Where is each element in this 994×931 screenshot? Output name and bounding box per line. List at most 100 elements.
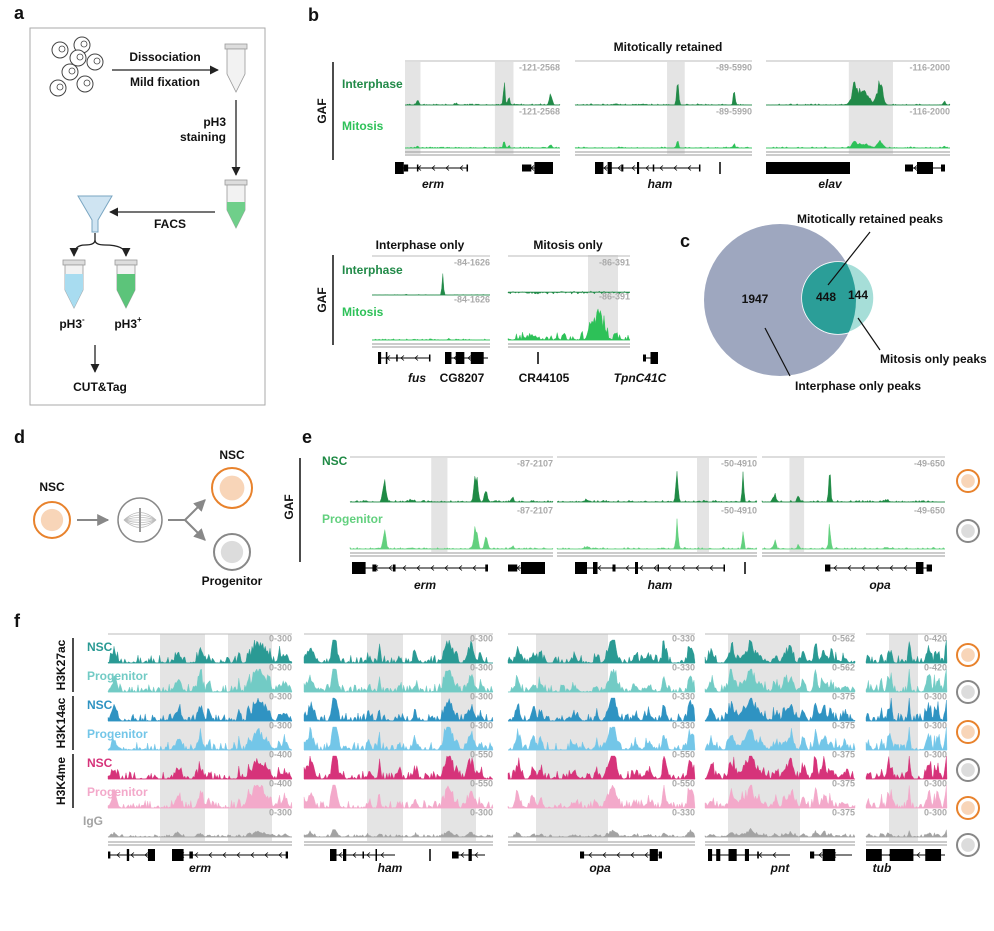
range-label: -84-1626 (454, 294, 490, 304)
cell-nucleus (76, 53, 84, 61)
gene-name: ham (378, 861, 403, 875)
row-label: NSC (87, 756, 113, 770)
step-label: Mild fixation (130, 75, 200, 89)
signal-track (704, 728, 856, 751)
signal-track (865, 668, 948, 693)
highlight (536, 634, 608, 841)
panel-a-box (29, 27, 266, 406)
range-label: -49-650 (914, 458, 945, 468)
gene-chevron (617, 165, 622, 171)
gene-exon (757, 851, 759, 859)
gene-exon (392, 564, 396, 572)
cell-nucleus (80, 40, 88, 48)
gene-name: CR44105 (519, 371, 570, 385)
gene-exon (172, 849, 184, 861)
signal-track (303, 697, 494, 722)
signal-track (349, 476, 554, 503)
tube-cap (224, 43, 248, 50)
gene-exon (621, 164, 624, 172)
signal-track (704, 697, 856, 722)
gene-exon (889, 849, 914, 861)
highlight (228, 634, 272, 841)
branch-arrow (69, 233, 96, 257)
range-label: 0-300 (470, 807, 493, 817)
gene-chevron (458, 565, 463, 571)
cell (49, 79, 67, 97)
tube-liquid (227, 202, 245, 228)
gene-exon (468, 849, 472, 861)
signal-track (303, 726, 494, 751)
gene-exon (917, 162, 933, 174)
range-label: 0-300 (269, 720, 292, 730)
gene-exon (108, 851, 111, 859)
range-label: 0-375 (832, 749, 855, 759)
nucleus (961, 648, 975, 662)
gene-exon (375, 849, 377, 861)
range-label: 0-300 (470, 633, 493, 643)
y-label: GAF (315, 98, 329, 123)
nucleus (961, 763, 975, 777)
gene-chevron (631, 165, 636, 171)
gene-name: ham (648, 177, 673, 191)
tube-label: pH3- (59, 315, 85, 331)
venn-interphase (704, 224, 856, 376)
venn-overlap (802, 262, 856, 334)
signal-track (704, 639, 856, 664)
range-label: 0-375 (832, 778, 855, 788)
row-label: Progenitor (87, 669, 148, 683)
nucleus (961, 524, 975, 538)
venn-label: Mitotically retained peaks (797, 212, 943, 226)
gene-exon (520, 562, 545, 574)
gene-chevron (758, 852, 763, 858)
range-label: 0-562 (832, 633, 855, 643)
gene-name: opa (869, 578, 891, 592)
step-label: staining (180, 130, 226, 144)
nucleus (220, 540, 244, 564)
panel-label: f (14, 611, 21, 631)
signal-track (865, 639, 948, 664)
mark-label: H3K14ac (54, 697, 68, 748)
gene-chevron (445, 165, 450, 171)
tube-label: pH3+ (114, 315, 142, 331)
gene-name: erm (414, 578, 436, 592)
gene-chevron (588, 852, 593, 858)
range-label: 0-300 (924, 807, 947, 817)
gene-chevron (597, 565, 602, 571)
cell-nucleus (83, 79, 91, 87)
gene-exon (452, 851, 459, 859)
range-label: -89-5990 (716, 62, 752, 72)
gene-exon (396, 354, 398, 362)
gene-exon (716, 849, 721, 861)
highlight (889, 634, 918, 841)
gene-exon (941, 164, 945, 172)
label-base: pH3 (114, 317, 137, 331)
gene-exon (744, 849, 749, 861)
panel-label: c (680, 231, 690, 251)
gene-chevron (903, 565, 908, 571)
gene-name: TpnC41C (614, 371, 667, 385)
gene-exon (635, 562, 638, 574)
range-label: 0-300 (924, 778, 947, 788)
cell-label: NSC (39, 480, 65, 494)
venn-count: 144 (848, 288, 868, 302)
gene-exon (810, 851, 815, 859)
panel-label: b (308, 5, 319, 25)
signal-track (107, 639, 293, 664)
gene-exon (470, 352, 484, 364)
gene-chevron (352, 852, 357, 858)
highlight (667, 62, 685, 154)
tube-cap (62, 259, 86, 266)
callout (827, 231, 871, 286)
range-label: 0-420 (924, 662, 947, 672)
gene-chevron (602, 852, 607, 858)
gene-chevron (709, 565, 714, 571)
range-label: 0-400 (269, 778, 292, 788)
range-label: 0-550 (672, 749, 695, 759)
gene-chevron (687, 165, 692, 171)
gene-exon (905, 164, 913, 172)
gene-chevron (430, 565, 435, 571)
step-label: FACS (154, 217, 186, 231)
venn-count: 1947 (742, 292, 769, 306)
range-label: 0-330 (672, 662, 695, 672)
signal-track (704, 668, 856, 693)
